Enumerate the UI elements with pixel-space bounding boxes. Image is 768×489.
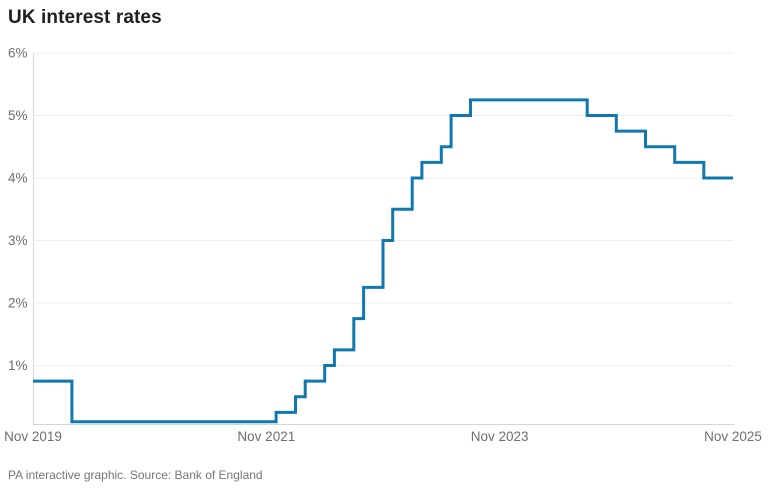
y-tick-label: 2% — [8, 296, 28, 311]
y-tick-label: 1% — [8, 358, 28, 373]
x-tick-label: Nov 2019 — [4, 429, 62, 444]
rate-step-line — [33, 98, 733, 424]
x-tick-label: Nov 2023 — [471, 429, 529, 444]
source-note: PA interactive graphic. Source: Bank of … — [8, 468, 263, 482]
chart-title: UK interest rates — [8, 7, 162, 28]
y-tick-label: 5% — [8, 108, 28, 123]
x-tick-label: Nov 2025 — [704, 429, 762, 444]
x-tick-label: Nov 2021 — [237, 429, 295, 444]
y-tick-label: 6% — [8, 46, 28, 61]
y-tick-label: 4% — [8, 171, 28, 186]
y-tick-label: 3% — [8, 233, 28, 248]
